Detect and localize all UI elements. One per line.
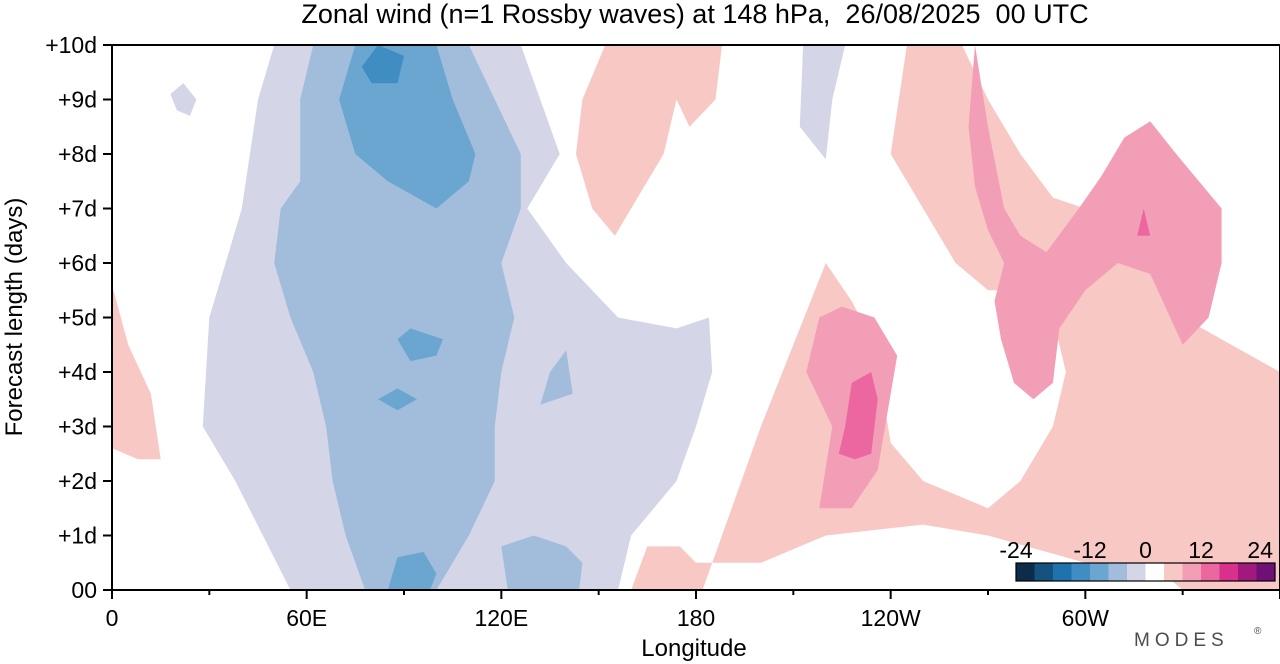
colorbar-swatch bbox=[1127, 563, 1146, 581]
y-tick-label: +9d bbox=[58, 87, 97, 113]
y-tick-label: +6d bbox=[58, 250, 97, 276]
modes-logo: MODES bbox=[1134, 630, 1229, 651]
contour-region-8 bbox=[387, 551, 437, 590]
colorbar: -24 -12 0 12 24 bbox=[999, 537, 1276, 582]
contour-region-5 bbox=[540, 350, 573, 405]
colorbar-swatch bbox=[1201, 563, 1220, 581]
contour-region-2 bbox=[170, 83, 197, 116]
x-tick-label: 0 bbox=[106, 605, 119, 631]
contour-region-9 bbox=[378, 388, 417, 411]
x-axis: 0 60E 120E 180 120W 60W bbox=[106, 590, 1280, 631]
colorbar-label: 12 bbox=[1188, 537, 1214, 563]
contour-fills bbox=[112, 45, 1280, 590]
x-tick-label: 180 bbox=[677, 605, 715, 631]
colorbar-swatch bbox=[1164, 563, 1183, 581]
contour-region-10 bbox=[361, 45, 404, 84]
colorbar-swatch bbox=[1182, 563, 1202, 581]
colorbar-label: -12 bbox=[1073, 537, 1106, 563]
y-tick-label: +2d bbox=[58, 468, 97, 494]
colorbar-label: 24 bbox=[1247, 537, 1273, 563]
colorbar-label: 0 bbox=[1139, 537, 1152, 563]
x-tick-label: 60E bbox=[286, 605, 327, 631]
contour-region-4 bbox=[501, 535, 583, 590]
colorbar-frame bbox=[1015, 562, 1276, 582]
x-tick-label: 120E bbox=[474, 605, 528, 631]
colorbar-swatch bbox=[1256, 563, 1276, 581]
contour-region-12 bbox=[576, 45, 722, 236]
colorbar-label: -24 bbox=[999, 537, 1032, 563]
y-tick-label: +1d bbox=[58, 523, 97, 549]
y-tick-label: 00 bbox=[71, 577, 97, 603]
y-axis-label: Forecast length (days) bbox=[1, 198, 28, 437]
contour-region-6 bbox=[339, 45, 476, 209]
contour-region-1 bbox=[799, 45, 846, 160]
registered-mark: ® bbox=[1254, 626, 1262, 637]
contour-region-16 bbox=[838, 372, 878, 460]
colorbar-swatch bbox=[1016, 563, 1035, 581]
colorbar-swatch bbox=[1053, 563, 1072, 581]
contour-region-7 bbox=[397, 328, 443, 362]
x-tick-label: 60W bbox=[1062, 605, 1110, 631]
colorbar-swatch bbox=[1219, 563, 1239, 581]
y-tick-label: +3d bbox=[58, 414, 97, 440]
chart-title: Zonal wind (n=1 Rossby waves) at 148 hPa… bbox=[301, 0, 1088, 29]
colorbar-swatch bbox=[1090, 563, 1109, 581]
y-axis: 00 +1d +2d +3d +4d +5d +6d +7d +8d +9d +10d bbox=[45, 32, 112, 603]
colorbar-swatch bbox=[1145, 563, 1165, 581]
y-tick-label: +5d bbox=[58, 305, 97, 331]
colorbar-swatch bbox=[1071, 563, 1091, 581]
y-tick-label: +8d bbox=[58, 141, 97, 167]
contour-region-15 bbox=[968, 45, 1222, 400]
x-tick-label: 120W bbox=[861, 605, 921, 631]
x-axis-label: Longitude bbox=[641, 635, 746, 662]
colorbar-swatch bbox=[1034, 563, 1054, 581]
colorbar-swatch bbox=[1108, 563, 1128, 581]
contour-region-11 bbox=[112, 284, 161, 460]
y-tick-label: +4d bbox=[58, 359, 97, 385]
contour-region-17 bbox=[1137, 208, 1151, 236]
contour-region-13 bbox=[631, 45, 1280, 590]
colorbar-swatch bbox=[1238, 563, 1257, 581]
y-tick-label: +7d bbox=[58, 196, 97, 222]
y-tick-label: +10d bbox=[45, 32, 97, 58]
